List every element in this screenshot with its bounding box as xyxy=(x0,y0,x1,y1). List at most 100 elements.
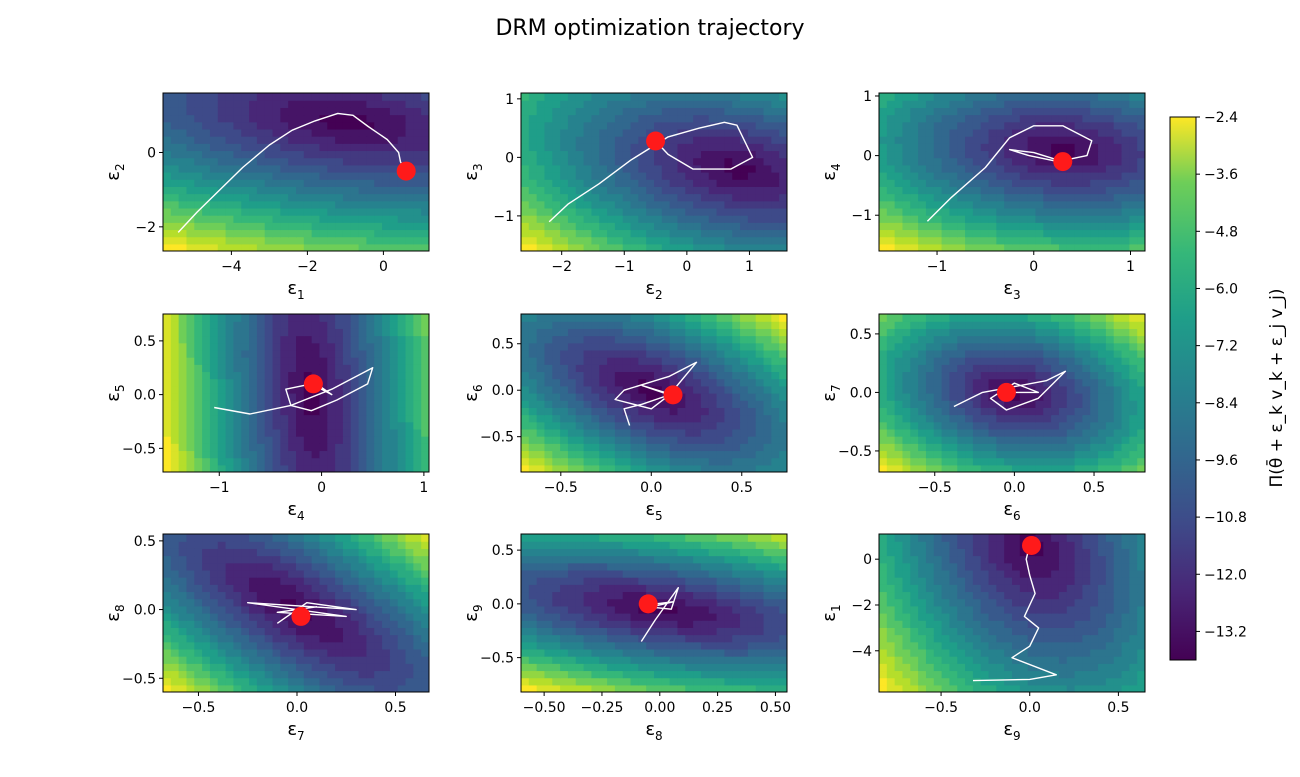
contour-cell xyxy=(646,321,655,329)
contour-cell xyxy=(413,321,422,329)
contour-cell xyxy=(567,349,577,358)
contour-cell xyxy=(170,393,180,401)
contour-cell xyxy=(607,136,616,144)
contour-cell xyxy=(405,436,414,444)
contour-cell xyxy=(202,357,211,365)
contour-cell xyxy=(374,335,383,344)
contour-cell xyxy=(1066,357,1076,365)
contour-cell xyxy=(1113,314,1123,322)
contour-cell xyxy=(1105,157,1115,166)
contour-cell xyxy=(630,321,639,329)
contour-cell xyxy=(894,215,904,223)
contour-cell xyxy=(755,150,765,159)
contour-cell xyxy=(1090,393,1099,401)
contour-cell xyxy=(918,236,927,245)
contour-cell xyxy=(716,328,726,337)
contour-cell xyxy=(1090,385,1099,394)
contour-cell xyxy=(1137,114,1145,123)
contour-cell xyxy=(233,186,242,195)
contour-cell xyxy=(941,393,951,401)
contour-cell xyxy=(397,128,407,137)
contour-cell xyxy=(536,407,546,416)
contour-cell xyxy=(771,314,780,322)
contour-cell xyxy=(389,93,399,101)
contour-cell xyxy=(366,222,375,231)
contour-cell xyxy=(1058,364,1068,373)
contour-cell xyxy=(988,107,997,116)
contour-cell xyxy=(949,342,958,351)
contour-cell xyxy=(685,222,694,231)
contour-cell xyxy=(178,385,188,394)
contour-cell xyxy=(957,215,966,223)
contour-cell xyxy=(186,464,195,472)
contour-cell xyxy=(567,421,577,430)
contour-cell xyxy=(1137,378,1145,387)
contour-cell xyxy=(1082,457,1091,466)
contour-cell xyxy=(194,321,203,329)
contour-cell xyxy=(296,428,305,437)
contour-cell xyxy=(327,400,336,408)
contour-cell xyxy=(170,150,180,159)
contour-cell xyxy=(941,414,951,423)
contour-cell xyxy=(677,236,686,245)
contour-cell xyxy=(1027,450,1037,459)
contour-cell xyxy=(732,157,741,166)
contour-cell xyxy=(552,457,561,466)
contour-cell xyxy=(700,364,710,373)
contour-cell xyxy=(335,648,344,657)
contour-cell xyxy=(382,457,391,466)
contour-cell xyxy=(583,143,593,152)
contour-cell xyxy=(902,436,911,444)
contour-cell xyxy=(358,634,368,643)
contour-cell xyxy=(1090,164,1099,173)
contour-cell xyxy=(957,100,966,108)
contour-cell xyxy=(272,328,281,337)
contour-cell xyxy=(1098,179,1107,187)
contour-cell xyxy=(661,443,671,452)
contour-cell xyxy=(202,164,211,173)
contour-cell xyxy=(654,236,663,245)
contour-cell xyxy=(358,620,368,628)
contour-cell xyxy=(1137,357,1145,365)
contour-cell xyxy=(716,207,726,216)
contour-cell xyxy=(311,107,321,116)
contour-cell xyxy=(886,364,896,373)
contour-cell xyxy=(389,236,399,245)
contour-cell xyxy=(941,421,951,430)
contour-cell xyxy=(272,634,281,643)
contour-cell xyxy=(296,114,305,123)
contour-cell xyxy=(941,349,951,358)
contour-cell xyxy=(217,136,227,144)
contour-cell xyxy=(677,428,686,437)
contour-cell xyxy=(661,342,671,351)
contour-cell xyxy=(256,314,266,322)
contour-cell xyxy=(1004,93,1013,101)
contour-cell xyxy=(1113,385,1123,394)
contour-cell xyxy=(560,222,569,231)
contour-cell xyxy=(413,656,422,664)
contour-cell xyxy=(685,342,694,351)
contour-cell xyxy=(521,143,530,152)
contour-cell xyxy=(560,215,569,223)
contour-cell xyxy=(249,407,258,416)
contour-cell xyxy=(350,157,360,166)
contour-cell xyxy=(389,335,399,344)
contour-cell xyxy=(732,193,741,202)
contour-cell xyxy=(661,128,671,137)
contour-cell xyxy=(910,328,919,337)
contour-cell xyxy=(910,222,919,231)
contour-cell xyxy=(1074,186,1084,195)
contour-cell xyxy=(1027,400,1037,408)
contour-cell xyxy=(965,114,974,123)
contour-cell xyxy=(567,164,577,173)
contour-cell xyxy=(249,400,258,408)
contour-cell xyxy=(1035,236,1044,245)
contour-cell xyxy=(217,222,227,231)
contour-cell xyxy=(374,684,383,692)
contour-cell xyxy=(560,335,569,344)
contour-cell xyxy=(1129,450,1138,459)
contour-cell xyxy=(965,222,974,231)
contour-cell xyxy=(544,321,553,329)
contour-cell xyxy=(918,121,927,130)
contour-cell xyxy=(654,342,663,351)
